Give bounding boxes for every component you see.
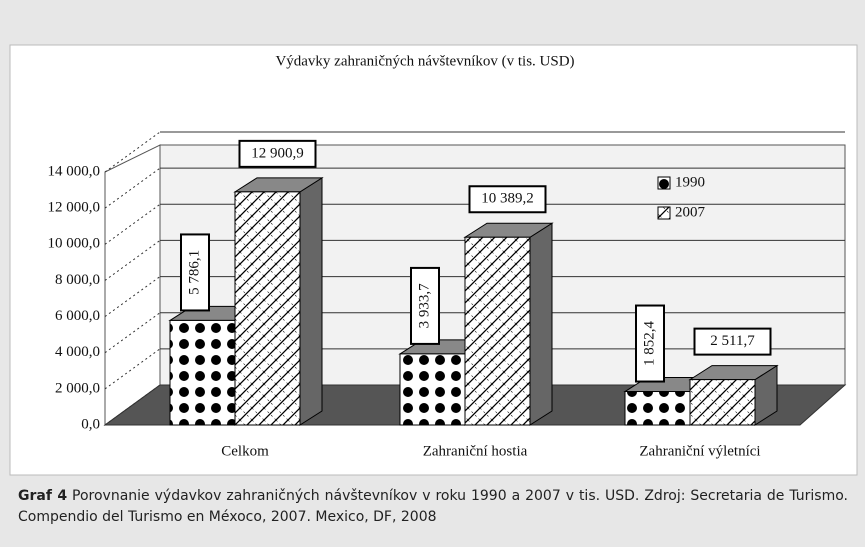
legend-label: 1990 bbox=[675, 174, 705, 190]
y-tick-label: 14 000,0 bbox=[48, 163, 101, 179]
y-tick-label: 0,0 bbox=[81, 416, 100, 432]
value-label: 10 389,2 bbox=[481, 191, 534, 207]
value-label-box bbox=[410, 266, 440, 345]
value-label-box bbox=[468, 185, 547, 214]
legend-swatch bbox=[657, 206, 671, 220]
bar-side bbox=[529, 222, 553, 426]
caption-label: Graf 4 bbox=[18, 488, 68, 504]
tick-connector bbox=[104, 348, 161, 390]
value-label-box bbox=[693, 327, 772, 356]
bar-front bbox=[234, 191, 301, 426]
tick-connector bbox=[104, 131, 161, 173]
tick-connector bbox=[104, 167, 161, 209]
bar bbox=[463, 222, 554, 426]
bar bbox=[233, 176, 324, 426]
value-label-box bbox=[635, 304, 665, 383]
value-label: 3 933,7 bbox=[416, 283, 432, 329]
caption-text: Porovnanie výdavkov zahraničných návštev… bbox=[18, 488, 849, 525]
value-label: 5 786,1 bbox=[186, 250, 202, 295]
value-label: 2 511,7 bbox=[710, 333, 755, 349]
y-tick-label: 2 000,0 bbox=[55, 380, 100, 396]
bar-side bbox=[299, 176, 323, 426]
tick-connector bbox=[104, 276, 161, 317]
chart: Výdavky zahraničných návštevníkov (v tis… bbox=[9, 44, 858, 476]
tick-connector bbox=[104, 384, 161, 426]
y-tick-label: 10 000,0 bbox=[48, 236, 101, 252]
legend-label: 2007 bbox=[675, 204, 706, 220]
bar-front bbox=[464, 236, 531, 426]
y-tick-label: 8 000,0 bbox=[55, 272, 100, 288]
y-tick-label: 4 000,0 bbox=[55, 344, 100, 360]
tick-connector bbox=[104, 203, 161, 245]
value-label-box bbox=[238, 139, 317, 168]
bar-front bbox=[624, 391, 691, 426]
bar-front bbox=[399, 353, 466, 426]
bar-front bbox=[169, 319, 236, 426]
bar-front bbox=[689, 379, 756, 426]
chart-title: Výdavky zahraničných návštevníkov (v tis… bbox=[275, 53, 574, 69]
caption: Graf 4 Porovnanie výdavkov zahraničných … bbox=[18, 486, 848, 528]
value-label: 1 852,4 bbox=[641, 321, 657, 367]
y-tick-label: 6 000,0 bbox=[55, 308, 100, 324]
legend-swatch bbox=[657, 176, 671, 190]
value-label: 12 900,9 bbox=[251, 145, 304, 161]
x-tick-label: Celkom bbox=[221, 443, 269, 459]
x-tick-label: Zahraniční hostia bbox=[423, 443, 528, 459]
y-tick-label: 12 000,0 bbox=[48, 200, 101, 216]
x-tick-label: Zahraniční výletníci bbox=[639, 443, 760, 459]
tick-connector bbox=[104, 240, 161, 281]
value-label-box bbox=[180, 233, 210, 312]
tick-connector bbox=[104, 312, 161, 354]
bar bbox=[688, 364, 779, 426]
